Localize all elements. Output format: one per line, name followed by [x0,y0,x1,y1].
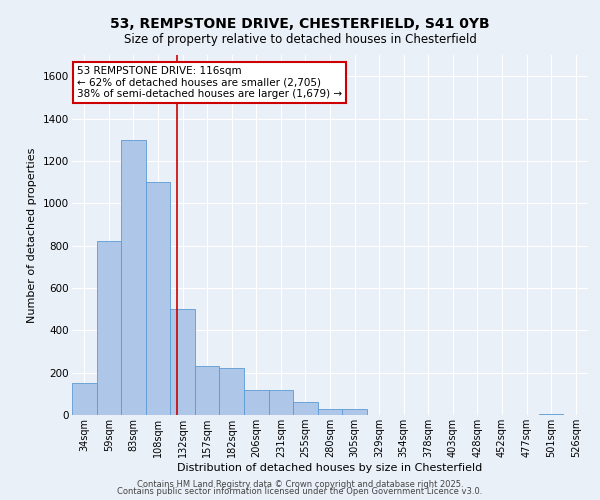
Bar [220,368,244,415]
Bar [97,242,121,415]
Bar [293,402,318,415]
Text: Size of property relative to detached houses in Chesterfield: Size of property relative to detached ho… [124,32,476,46]
Bar [318,408,342,415]
Y-axis label: Number of detached properties: Number of detached properties [28,148,37,322]
Bar [72,383,97,415]
X-axis label: Distribution of detached houses by size in Chesterfield: Distribution of detached houses by size … [178,463,482,473]
Bar [342,408,367,415]
Bar [195,366,220,415]
Bar [146,182,170,415]
Text: Contains public sector information licensed under the Open Government Licence v3: Contains public sector information licen… [118,487,482,496]
Text: Contains HM Land Registry data © Crown copyright and database right 2025.: Contains HM Land Registry data © Crown c… [137,480,463,489]
Bar [170,309,195,415]
Text: 53 REMPSTONE DRIVE: 116sqm
← 62% of detached houses are smaller (2,705)
38% of s: 53 REMPSTONE DRIVE: 116sqm ← 62% of deta… [77,66,342,99]
Bar [539,414,563,415]
Text: 53, REMPSTONE DRIVE, CHESTERFIELD, S41 0YB: 53, REMPSTONE DRIVE, CHESTERFIELD, S41 0… [110,18,490,32]
Bar [244,390,269,415]
Bar [269,390,293,415]
Bar [121,140,146,415]
